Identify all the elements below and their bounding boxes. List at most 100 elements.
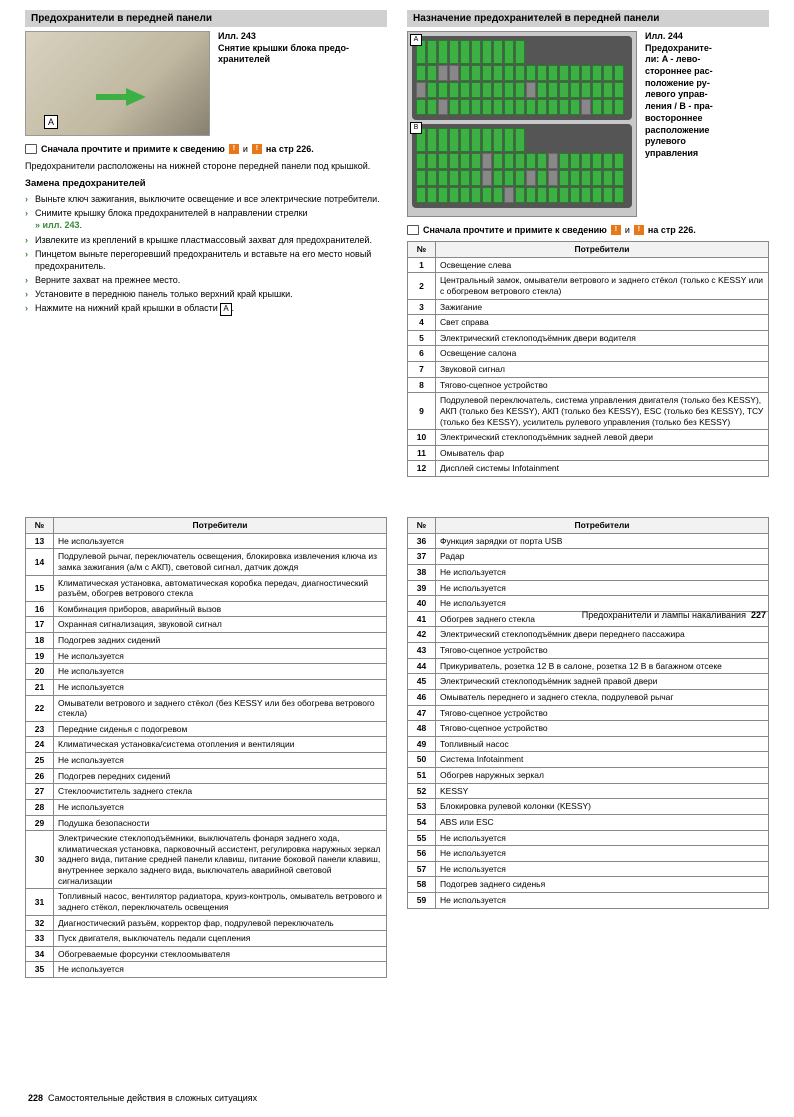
cell-num: 33 bbox=[26, 931, 54, 947]
list-item: Установите в переднюю панель только верх… bbox=[25, 288, 387, 300]
warn-icon: ! bbox=[252, 144, 262, 154]
cell-desc: Диагностический разъём, корректор фар, п… bbox=[54, 915, 387, 931]
table-row: 32Диагностический разъём, корректор фар,… bbox=[26, 915, 387, 931]
cell-desc: Не используется bbox=[54, 799, 387, 815]
cell-desc: Омыватель фар bbox=[436, 445, 769, 461]
cell-num: 31 bbox=[26, 889, 54, 915]
cell-desc: Не используется bbox=[54, 962, 387, 978]
table-row: 30Электрические стеклоподъёмники, выключ… bbox=[26, 831, 387, 889]
cell-desc: Радар bbox=[436, 549, 769, 565]
figure-243: A Илл. 243 Снятие крышки блока предо- хр… bbox=[25, 31, 387, 136]
table-row: 31Топливный насос, вентилятор радиатора,… bbox=[26, 889, 387, 915]
cell-num: 20 bbox=[26, 664, 54, 680]
table-row: 1Освещение слева bbox=[408, 257, 769, 273]
table-row: 13Не используется bbox=[26, 533, 387, 549]
cell-num: 35 bbox=[26, 962, 54, 978]
table-row: 2Центральный замок, омыватели ветрового … bbox=[408, 273, 769, 299]
cell-num: 7 bbox=[408, 362, 436, 378]
section-header-left: Предохранители в передней панели bbox=[25, 10, 387, 27]
fuse-table-top: № Потребители 1Освещение слева2Центральн… bbox=[407, 241, 769, 477]
table-row: 6Освещение салона bbox=[408, 346, 769, 362]
fuse-table-left: № Потребители 13Не используется14Подруле… bbox=[25, 517, 387, 978]
cell-num: 42 bbox=[408, 627, 436, 643]
table-row: 19Не используется bbox=[26, 648, 387, 664]
warn-icon: ! bbox=[634, 225, 644, 235]
cell-desc: Комбинация приборов, аварийный вызов bbox=[54, 601, 387, 617]
table-row: 43Тягово-сцепное устройство bbox=[408, 643, 769, 659]
table-row: 24Климатическая установка/система отопле… bbox=[26, 737, 387, 753]
table-row: 55Не используется bbox=[408, 830, 769, 846]
cell-desc: Электрический стеклоподъёмник двери води… bbox=[436, 330, 769, 346]
cell-desc: Не используется bbox=[436, 846, 769, 862]
cell-desc: Не используется bbox=[436, 830, 769, 846]
cell-num: 55 bbox=[408, 830, 436, 846]
cell-desc: Дисплей системы Infotainment bbox=[436, 461, 769, 477]
cell-desc: Стеклоочиститель заднего стекла bbox=[54, 784, 387, 800]
cell-num: 30 bbox=[26, 831, 54, 889]
table-row: 50Система Infotainment bbox=[408, 752, 769, 768]
cell-num: 21 bbox=[26, 679, 54, 695]
cell-num: 19 bbox=[26, 648, 54, 664]
intro-text: Предохранители расположены на нижней сто… bbox=[25, 160, 387, 172]
table-row: 12Дисплей системы Infotainment bbox=[408, 461, 769, 477]
cell-num: 58 bbox=[408, 877, 436, 893]
table-row: 59Не используется bbox=[408, 893, 769, 909]
cell-num: 8 bbox=[408, 377, 436, 393]
bullet-list: Выньте ключ зажигания, выключите освещен… bbox=[25, 193, 387, 316]
lower-left-column: № Потребители 13Не используется14Подруле… bbox=[25, 513, 387, 978]
cell-desc: KESSY bbox=[436, 783, 769, 799]
list-item: Верните захват на прежнее место. bbox=[25, 274, 387, 286]
table-row: 56Не используется bbox=[408, 846, 769, 862]
table-row: 39Не используется bbox=[408, 580, 769, 596]
table-row: 46Омыватель переднего и заднего стекла, … bbox=[408, 689, 769, 705]
table-row: 54ABS или ESC bbox=[408, 814, 769, 830]
cell-desc: Электрический стеклоподъёмник задней пра… bbox=[436, 674, 769, 690]
cell-num: 56 bbox=[408, 846, 436, 862]
left-column: Предохранители в передней панели A Илл. … bbox=[25, 10, 387, 477]
table-row: 58Подогрев заднего сиденья bbox=[408, 877, 769, 893]
cell-desc: Прикуриватель, розетка 12 В в салоне, ро… bbox=[436, 658, 769, 674]
table-row: 33Пуск двигателя, выключатель педали сце… bbox=[26, 931, 387, 947]
warn-icon: ! bbox=[611, 225, 621, 235]
table-row: 7Звуковой сигнал bbox=[408, 362, 769, 378]
right-column: Назначение предохранителей в передней па… bbox=[407, 10, 769, 477]
fuse-table-right: № Потребители 36Функция зарядки от порта… bbox=[407, 517, 769, 909]
list-item: Снимите крышку блока предохранителей в н… bbox=[25, 207, 387, 231]
fuse-panel-image: A B bbox=[407, 31, 637, 217]
warn-icon: ! bbox=[229, 144, 239, 154]
cell-num: 41 bbox=[408, 611, 436, 627]
cell-num: 6 bbox=[408, 346, 436, 362]
cell-num: 48 bbox=[408, 721, 436, 737]
cell-desc: Тягово-сцепное устройство bbox=[436, 705, 769, 721]
cell-desc: Не используется bbox=[436, 564, 769, 580]
cell-desc: Подушка безопасности bbox=[54, 815, 387, 831]
cell-num: 10 bbox=[408, 430, 436, 446]
table-row: 37Радар bbox=[408, 549, 769, 565]
cell-num: 53 bbox=[408, 799, 436, 815]
table-row: 47Тягово-сцепное устройство bbox=[408, 705, 769, 721]
table-row: 28Не используется bbox=[26, 799, 387, 815]
table-head-desc: Потребители bbox=[436, 518, 769, 534]
cell-desc: Не используется bbox=[54, 679, 387, 695]
cell-desc: Охранная сигнализация, звуковой сигнал bbox=[54, 617, 387, 633]
cell-desc: Не используется bbox=[54, 533, 387, 549]
table-row: 35Не используется bbox=[26, 962, 387, 978]
table-row: 42Электрический стеклоподъёмник двери пе… bbox=[408, 627, 769, 643]
cell-desc: Подогрев передних сидений bbox=[54, 768, 387, 784]
cell-num: 49 bbox=[408, 736, 436, 752]
cell-num: 12 bbox=[408, 461, 436, 477]
cell-num: 18 bbox=[26, 633, 54, 649]
cell-desc: Электрический стеклоподъёмник задней лев… bbox=[436, 430, 769, 446]
table-row: 3Зажигание bbox=[408, 299, 769, 315]
list-item: Пинцетом выньте перегоревший предохранит… bbox=[25, 248, 387, 272]
table-row: 8Тягово-сцепное устройство bbox=[408, 377, 769, 393]
table-row: 25Не используется bbox=[26, 753, 387, 769]
cell-desc: Климатическая установка, автоматическая … bbox=[54, 575, 387, 601]
cell-num: 27 bbox=[26, 784, 54, 800]
cell-num: 13 bbox=[26, 533, 54, 549]
cell-desc: Центральный замок, омыватели ветрового и… bbox=[436, 273, 769, 299]
cell-num: 25 bbox=[26, 753, 54, 769]
cell-desc: Освещение слева bbox=[436, 257, 769, 273]
table-row: 52KESSY bbox=[408, 783, 769, 799]
cell-num: 24 bbox=[26, 737, 54, 753]
